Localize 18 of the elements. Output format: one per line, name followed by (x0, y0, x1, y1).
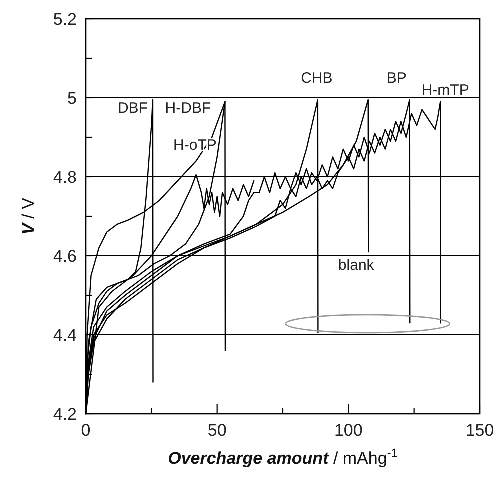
series-label: CHB (301, 70, 333, 87)
series-label: DBF (118, 100, 148, 117)
series-label: H-mTP (422, 82, 470, 99)
x-tick-label: 0 (81, 421, 91, 440)
y-tick-label: 4.6 (53, 247, 77, 266)
series-label: H-DBF (165, 100, 212, 117)
series-label: blank (338, 256, 375, 274)
y-tick-label: 4.2 (53, 405, 77, 424)
x-axis-title: Overcharge amount / mAhg$^{-1}$ (168, 446, 398, 468)
y-axis-title: V / V (19, 197, 38, 235)
x-tick-label: 100 (334, 421, 363, 440)
x-tick-label: 50 (208, 421, 227, 440)
y-tick-label: 4.8 (53, 168, 77, 187)
y-tick-label: 5 (68, 89, 77, 108)
series-label: BP (386, 70, 407, 87)
y-tick-label: 4.4 (53, 326, 77, 345)
y-tick-label: 5.2 (53, 10, 77, 29)
x-tick-label: 150 (466, 421, 494, 440)
